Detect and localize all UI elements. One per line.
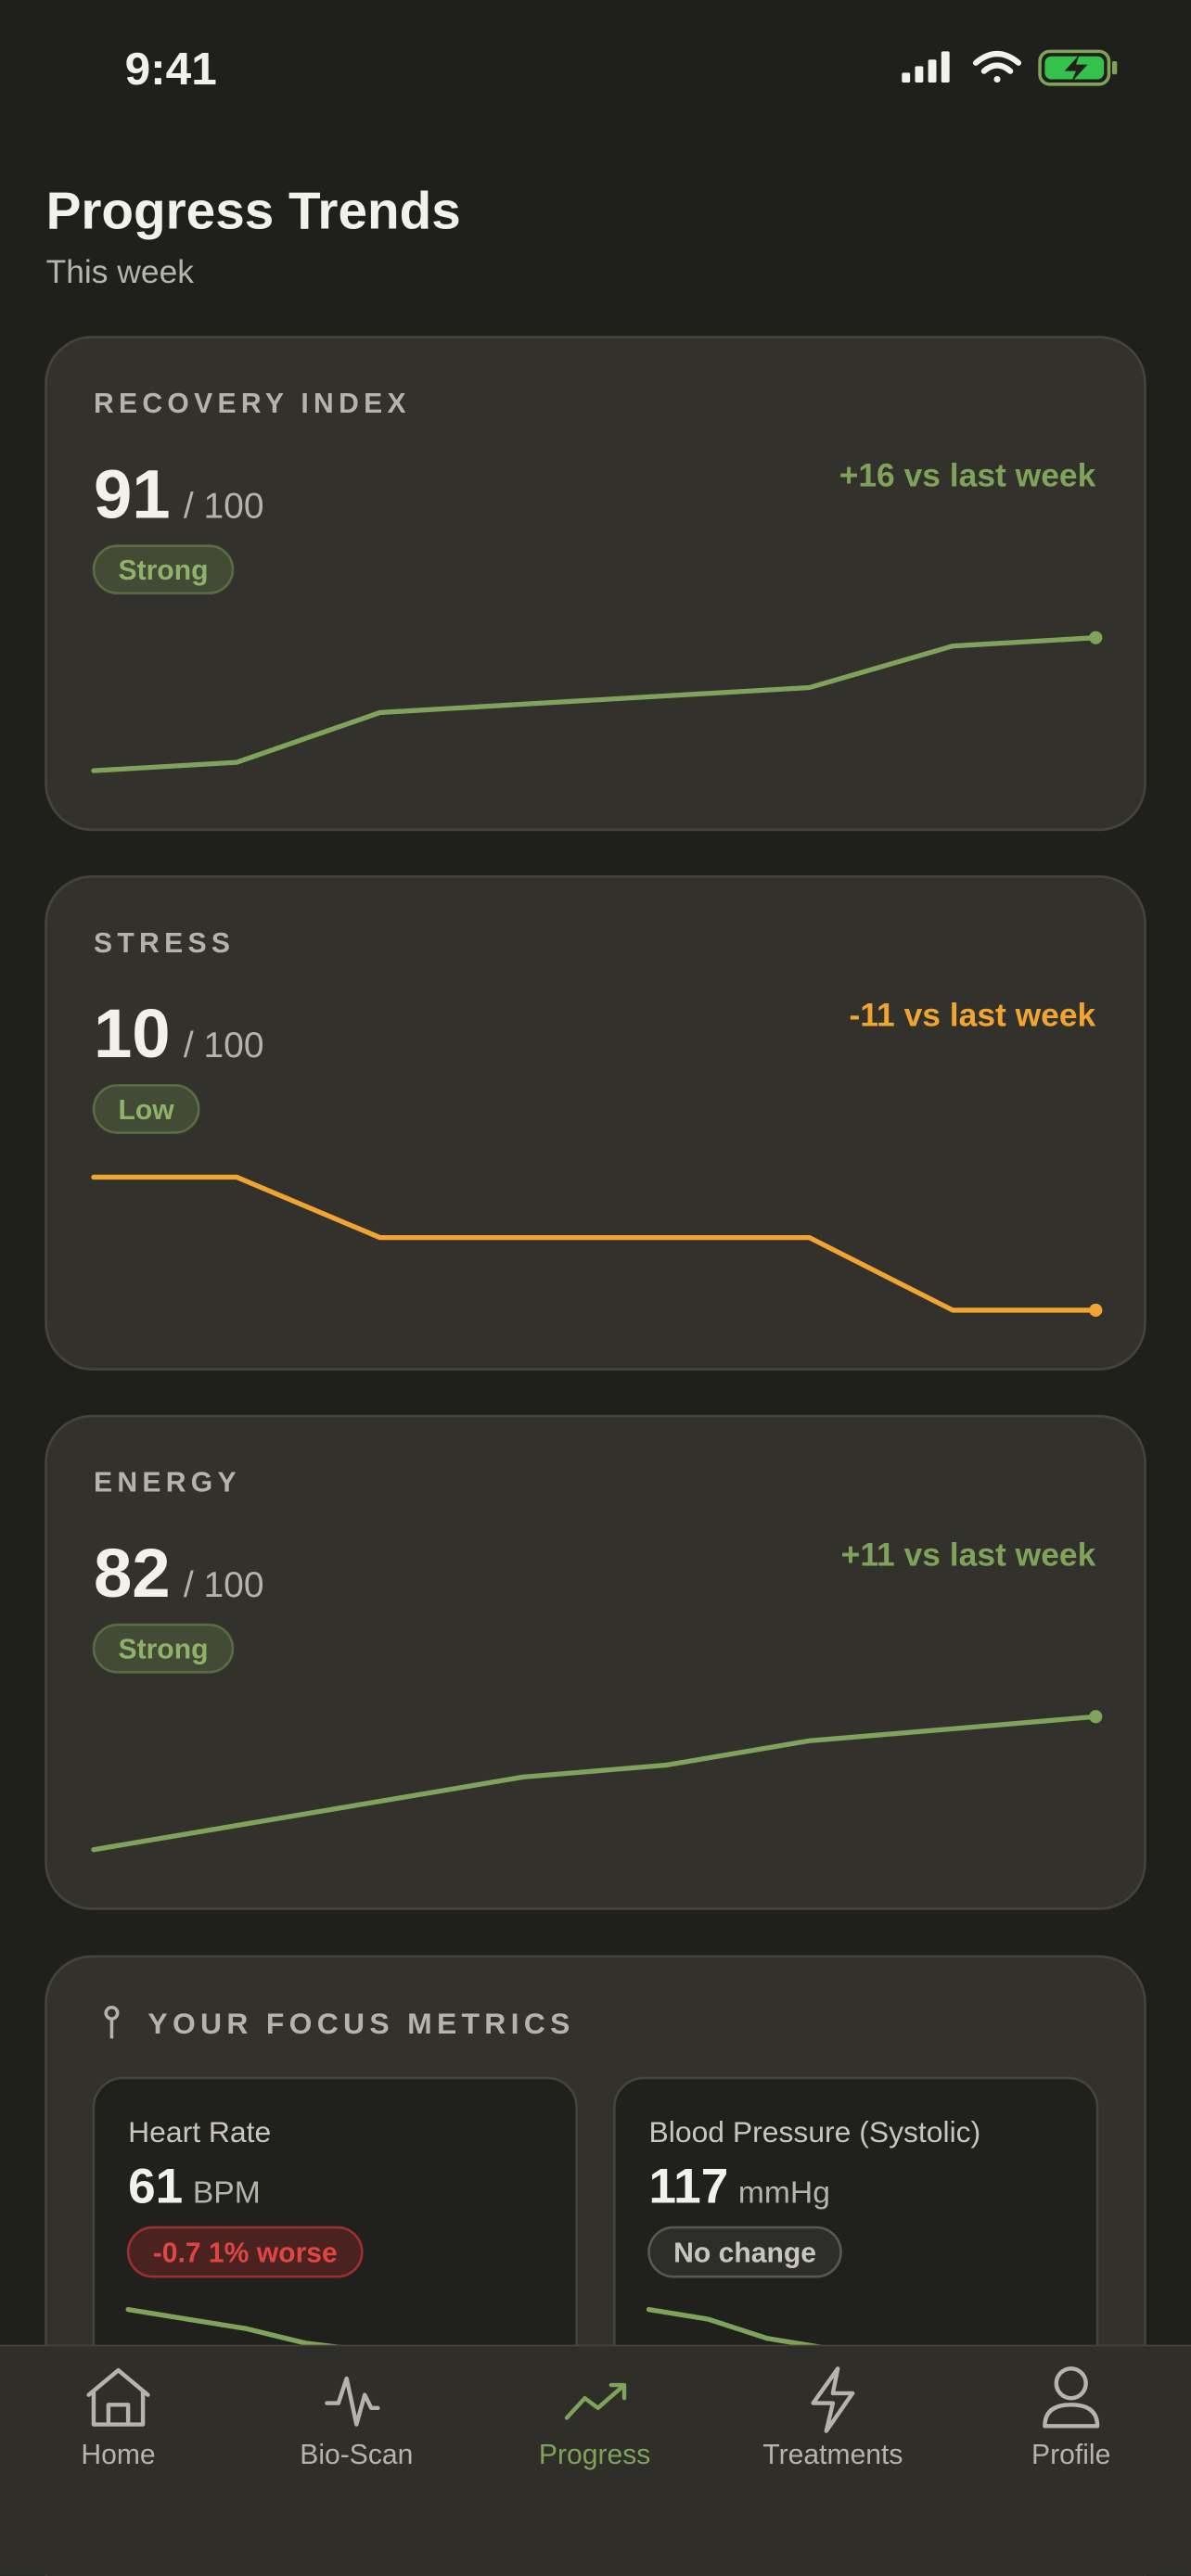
badge-text: Low [119,1095,175,1126]
card-label: STRESS [94,928,235,959]
metric-name: Blood Pressure (Systolic) [649,2115,981,2149]
card-label: RECOVERY INDEX [94,389,411,419]
badge: Strong [92,1623,235,1674]
pin-icon [104,2005,120,2039]
trend-end-dot [1089,1710,1103,1724]
card-label: ENERGY [94,1468,241,1498]
badge-text: No change [673,2238,816,2268]
trend-line [91,1714,1098,1853]
card-delta: -11 vs last week [850,997,1096,1034]
status-time: 9:41 [125,43,217,95]
card-unit: / 100 [184,486,264,526]
home-icon [86,2367,150,2427]
metric-card: ENERGY 82 / 100 +11 vs last week Strong [45,1414,1146,1910]
page-title: Progress Trends [46,183,461,241]
badge-bg [647,2225,842,2278]
badge-bg [126,2225,364,2278]
card-bg [45,1414,1146,1910]
metric-card: RECOVERY INDEX 91 / 100 +16 vs last week Str… [45,336,1146,832]
tab-bar: Home Bio-Scan Progress Treatments Profile [0,2344,1191,2576]
badge-text: Strong [119,1635,209,1665]
card-value: 10 [94,995,171,1072]
card-delta: +16 vs last week [839,457,1096,494]
trend-end-dot [1089,1303,1103,1317]
profile-icon [1043,2366,1100,2429]
badge-bg [92,1083,200,1134]
card-value: 91 [94,455,171,532]
card-bg [45,336,1146,832]
badge: No change [647,2225,842,2278]
page-subtitle: This week [46,253,195,290]
tab-label[interactable]: Progress [539,2440,650,2470]
badge-text: Strong [119,555,209,586]
badge: Low [92,1083,200,1134]
trend-end-dot [1089,631,1103,644]
card-delta: +11 vs last week [841,1536,1096,1573]
tab-label[interactable]: Home [81,2440,155,2470]
badge: -0.7 1% worse [126,2225,364,2278]
treatments-icon [811,2366,855,2433]
tab-bar-bg [0,2345,1191,2576]
metric-card: STRESS 10 / 100 -11 vs last week Low [45,875,1146,1371]
progress-icon [564,2382,627,2420]
tab-label[interactable]: Treatments [762,2440,903,2470]
signal-icon [902,51,950,83]
badge-bg [92,544,235,595]
card-value: 82 [94,1535,171,1612]
badge-bg [92,1623,235,1674]
focus-title: YOUR FOCUS METRICS [147,2007,574,2040]
badge: Strong [92,544,235,595]
card-unit: / 100 [184,1026,264,1065]
tab-label[interactable]: Bio-Scan [300,2440,413,2470]
wifi-icon [972,50,1022,83]
card-unit: / 100 [184,1565,264,1605]
battery-icon [1038,49,1118,86]
metric-value: 61 [128,2159,183,2213]
metric-unit: mmHg [738,2175,830,2210]
tab-label[interactable]: Profile [1031,2440,1110,2470]
bioscan-icon [325,2376,380,2427]
card-bg [45,875,1146,1371]
content: RECOVERY INDEX 91 / 100 +16 vs last week Str… [45,336,1146,2576]
metric-value: 117 [649,2159,729,2213]
trend-line [91,635,1098,773]
metric-unit: BPM [193,2175,261,2210]
badge-text: -0.7 1% worse [153,2238,338,2268]
trend-line [91,1174,1098,1313]
metric-name: Heart Rate [128,2115,271,2149]
